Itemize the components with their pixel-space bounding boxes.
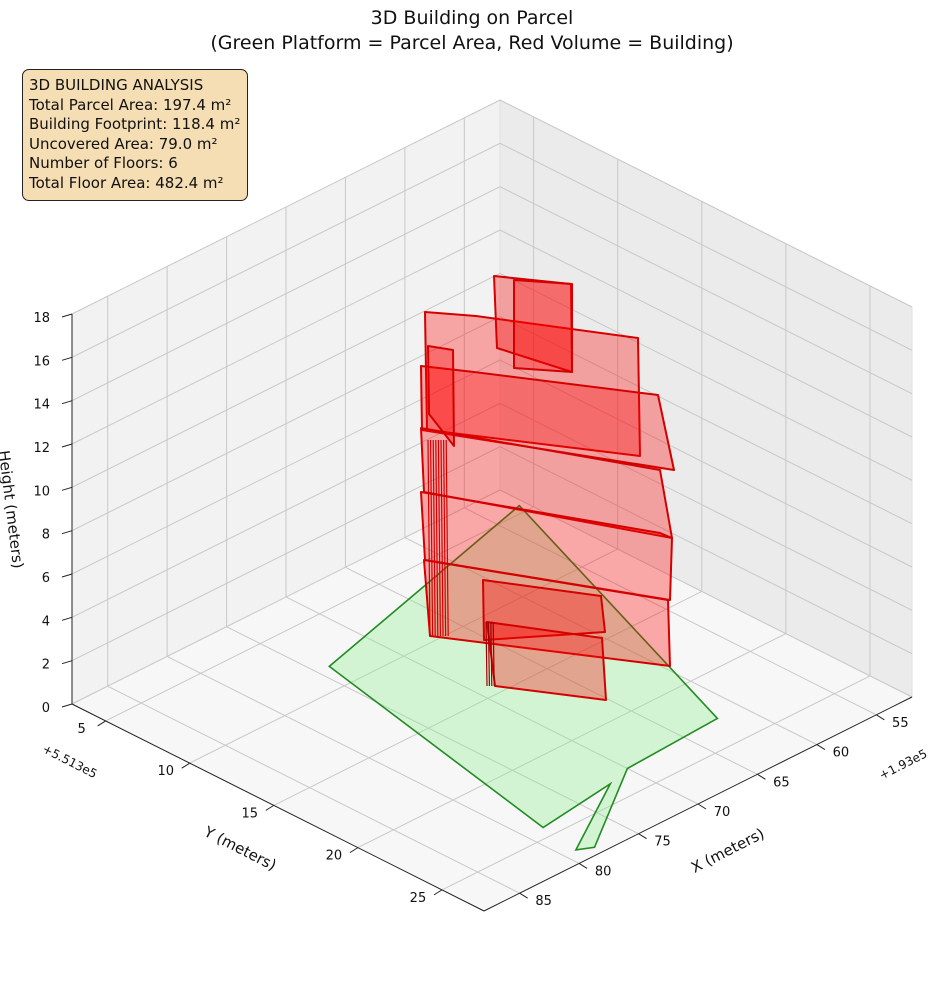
grid-line-z	[71, 272, 913, 488]
z-tick-mark	[61, 573, 73, 578]
info-box-heading: 3D BUILDING ANALYSIS	[29, 76, 204, 94]
z-tick-label: 6	[42, 571, 50, 586]
x-axis-label: X (meters)	[688, 824, 767, 876]
z-tick-mark	[61, 660, 73, 665]
building-face	[420, 365, 675, 471]
building-edge	[440, 439, 444, 637]
z-tick-label: 14	[33, 398, 50, 413]
y-offset-text: +5.513e5	[40, 742, 99, 781]
building-edge	[485, 621, 488, 687]
x-tick-mark	[638, 833, 647, 840]
info-line-uncovered: Uncovered Area: 79.0 m²	[29, 134, 218, 153]
y-tick-label: 10	[157, 764, 174, 779]
building-face	[424, 311, 641, 457]
x-tick-mark	[519, 892, 528, 899]
building-edge	[492, 621, 495, 687]
tick-labels: 55 60 65 70 75 80 85 5 10 15 20 25 0 2 4 6 8 10 12 14 16 18	[33, 311, 908, 909]
z-tick-label: 2	[42, 658, 50, 673]
z-axis-label: Height (meters)	[0, 449, 27, 569]
info-line-footprint: Building Footprint: 118.4 m²	[29, 115, 241, 134]
x-tick-label: 65	[773, 775, 790, 790]
chart-title: 3D Building on Parcel (Green Platform = …	[0, 6, 944, 56]
building-edge	[432, 439, 436, 637]
info-line-parcel-area: Total Parcel Area: 197.4 m²	[29, 95, 232, 114]
z-tick-label: 8	[42, 528, 50, 543]
grid-line-z	[71, 402, 913, 618]
z-tick-label: 10	[33, 484, 50, 499]
building-edge	[437, 439, 441, 637]
chart-title-line1: 3D Building on Parcel	[370, 7, 574, 29]
grid-line-z	[71, 186, 913, 402]
grid-line-z	[71, 142, 913, 358]
grid-line-z	[71, 359, 913, 575]
info-line-floors: Number of Floors: 6	[29, 154, 178, 173]
building-face	[427, 345, 455, 447]
building-face	[420, 491, 673, 601]
x-tick-mark	[578, 863, 588, 869]
grid-line-z	[71, 99, 913, 315]
x-tick-label: 70	[714, 805, 731, 820]
y-tick-mark	[265, 804, 275, 811]
grid-line-z	[71, 229, 913, 445]
x-tick-label: 85	[535, 894, 552, 909]
building-volume	[420, 275, 675, 701]
grid-line-z	[71, 316, 913, 532]
x-offset-text: +1.93e5	[877, 746, 930, 782]
x-tick-mark	[757, 773, 766, 780]
building-edge	[430, 439, 434, 637]
z-tick-label: 16	[33, 354, 50, 369]
z-tick-label: 0	[42, 701, 50, 716]
analysis-info-box: 3D BUILDING ANALYSIS Total Parcel Area: …	[22, 69, 249, 201]
building-edge	[487, 621, 490, 687]
y-axis-label: Y (meters)	[200, 822, 279, 874]
z-tick-mark	[61, 530, 73, 535]
x-tick-label: 55	[892, 716, 909, 731]
x-tick-mark	[816, 744, 826, 750]
building-edge	[445, 439, 449, 637]
z-tick-mark	[61, 313, 73, 318]
info-line-floor-area: Total Floor Area: 482.4 m²	[29, 173, 224, 192]
x-tick-mark	[876, 714, 885, 721]
chart-title-line2: (Green Platform = Parcel Area, Red Volum…	[210, 32, 734, 54]
y-tick-label: 25	[410, 891, 427, 906]
building-edge	[435, 439, 439, 637]
y-tick-label: 5	[77, 722, 85, 737]
grid-line-z	[71, 446, 913, 662]
building-face	[513, 279, 573, 373]
z-tick-label: 18	[33, 311, 50, 326]
grid-lines	[71, 99, 913, 894]
y-tick-mark	[181, 762, 190, 769]
z-tick-label: 4	[42, 614, 50, 629]
z-tick-mark	[61, 616, 73, 621]
z-tick-mark	[61, 443, 73, 448]
building-face	[486, 621, 607, 701]
building-edge	[490, 621, 493, 687]
z-tick-mark	[61, 356, 73, 361]
z-tick-label: 12	[33, 441, 50, 456]
building-edge	[427, 439, 431, 637]
y-tick-mark	[97, 720, 106, 727]
grid-line-z	[71, 489, 913, 705]
z-tick-mark	[61, 703, 73, 708]
y-axis-line	[71, 703, 485, 912]
z-tick-mark	[61, 400, 73, 405]
y-tick-label: 20	[326, 849, 343, 864]
x-tick-label: 75	[654, 835, 671, 850]
x-tick-label: 60	[833, 746, 850, 761]
x-tick-mark	[697, 803, 707, 810]
building-edge	[443, 439, 447, 637]
y-tick-label: 15	[242, 806, 259, 821]
z-tick-mark	[61, 486, 73, 491]
y-tick-mark	[349, 847, 359, 854]
x-tick-label: 80	[595, 864, 612, 879]
y-tick-mark	[433, 889, 443, 896]
